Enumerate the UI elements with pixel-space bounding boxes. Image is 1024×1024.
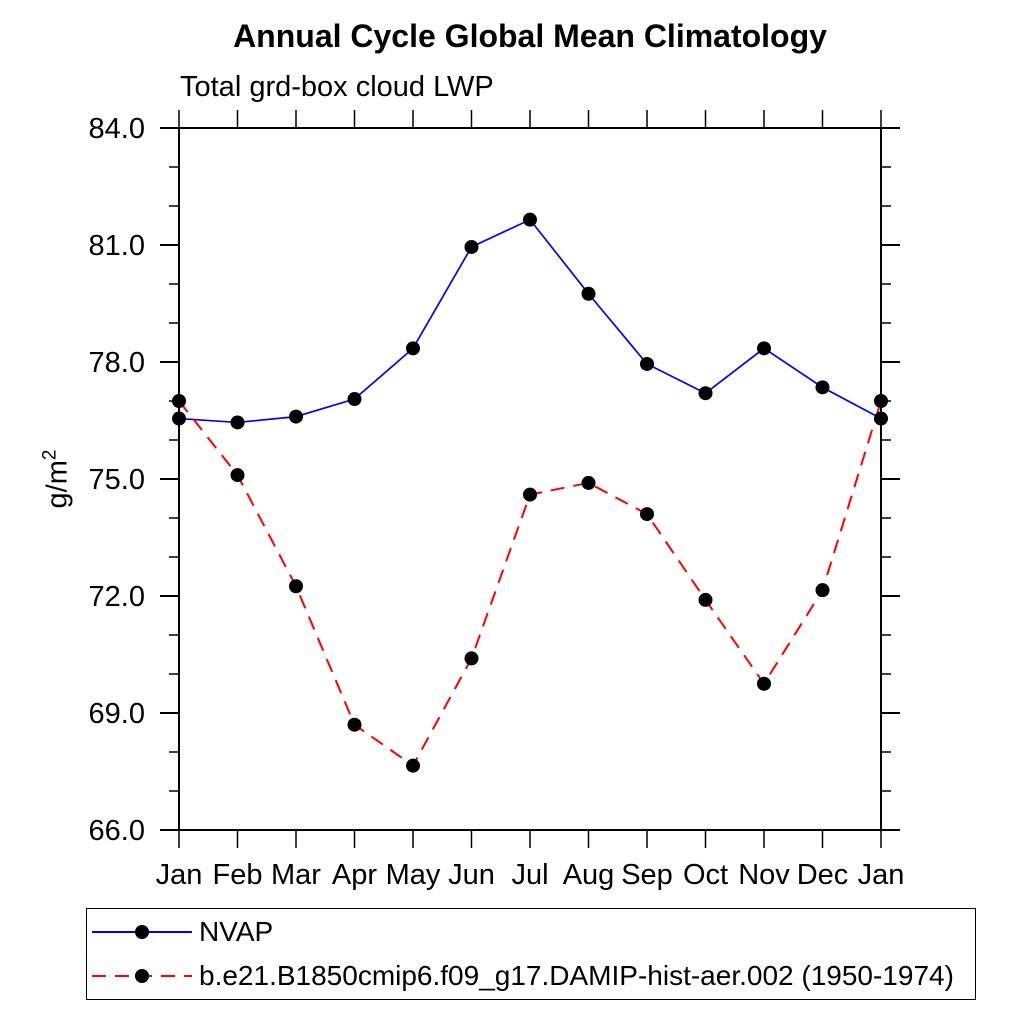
- legend: NVAP b.e21.B1850cmip6.f09_g17.DAMIP-hist…: [86, 908, 976, 1000]
- series-1-marker: [464, 651, 479, 666]
- y-axis-tick-label: 84.0: [89, 113, 145, 145]
- series-0-marker: [289, 409, 303, 424]
- x-axis-tick-label: Feb: [213, 859, 263, 891]
- x-axis-tick-label: Dec: [797, 859, 849, 891]
- chart-subtitle: Total grd-box cloud LWP: [180, 71, 494, 103]
- x-axis-tick-label: Oct: [683, 859, 728, 891]
- series-0-marker: [581, 286, 596, 301]
- x-axis-tick-label: May: [386, 859, 441, 891]
- x-axis-tick-label: Nov: [738, 859, 790, 891]
- y-axis-tick-label: 78.0: [89, 347, 145, 379]
- series-1-marker: [874, 394, 888, 408]
- y-axis-tick-label: 66.0: [89, 815, 145, 847]
- series-1-marker: [406, 758, 420, 773]
- series-1-marker: [757, 676, 771, 691]
- series-0-marker: [406, 341, 420, 356]
- series-1-marker: [347, 717, 362, 732]
- legend-label-nvap: NVAP: [199, 916, 274, 947]
- legend-label-model: b.e21.B1850cmip6.f09_g17.DAMIP-hist-aer.…: [199, 960, 954, 991]
- chart-title: Annual Cycle Global Mean Climatology: [233, 18, 827, 54]
- series-1-marker: [172, 394, 186, 408]
- series-0-marker: [523, 212, 537, 227]
- plot-frame: [178, 127, 882, 831]
- legend-sample-dashed-line: [92, 969, 192, 983]
- x-axis-tick-label: Jul: [511, 859, 548, 891]
- legend-marker-dot: [135, 925, 149, 939]
- series-0-marker: [640, 356, 654, 371]
- legend-item-nvap: NVAP: [87, 910, 975, 954]
- series-1-marker: [698, 592, 713, 607]
- y-axis-tick-label: 75.0: [89, 464, 145, 496]
- x-axis-tick-label: Sep: [621, 859, 673, 891]
- series-0-marker: [815, 380, 830, 395]
- x-axis-tick-label: Jan: [156, 859, 203, 891]
- x-axis-tick-label: Aug: [563, 859, 615, 891]
- legend-item-model: b.e21.B1850cmip6.f09_g17.DAMIP-hist-aer.…: [87, 954, 975, 998]
- series-1-marker: [230, 468, 245, 483]
- series-line-0: [178, 218, 882, 424]
- series-1-marker: [815, 583, 830, 598]
- series-0-marker: [230, 415, 245, 430]
- series-0-marker: [874, 411, 888, 426]
- series-1-marker: [523, 487, 537, 502]
- series-0-marker: [464, 239, 479, 254]
- y-axis-tick-label: 72.0: [89, 581, 145, 613]
- x-axis-tick-label: Jan: [858, 859, 905, 891]
- series-0-marker: [757, 341, 771, 356]
- x-axis-tick-label: Apr: [332, 859, 377, 891]
- legend-sample-solid-line: [92, 925, 192, 939]
- series-1-marker: [289, 579, 303, 594]
- x-axis-tick-label: Jun: [448, 859, 495, 891]
- series-line-1: [178, 400, 882, 768]
- series-0-marker: [347, 392, 362, 407]
- y-axis-tick-label: 69.0: [89, 698, 145, 730]
- series-0-marker: [698, 386, 713, 401]
- y-axis-tick-label: 81.0: [89, 230, 145, 262]
- x-axis-tick-label: Mar: [271, 859, 321, 891]
- legend-marker-dot: [135, 969, 149, 983]
- plot-area: 84.0 81.0 78.0 75.0 72.0 69.0 66.0 Jan Feb Mar Apr…: [89, 110, 905, 891]
- series-1-marker: [581, 475, 596, 490]
- series-0-marker: [172, 411, 186, 426]
- series-1-marker: [640, 507, 654, 522]
